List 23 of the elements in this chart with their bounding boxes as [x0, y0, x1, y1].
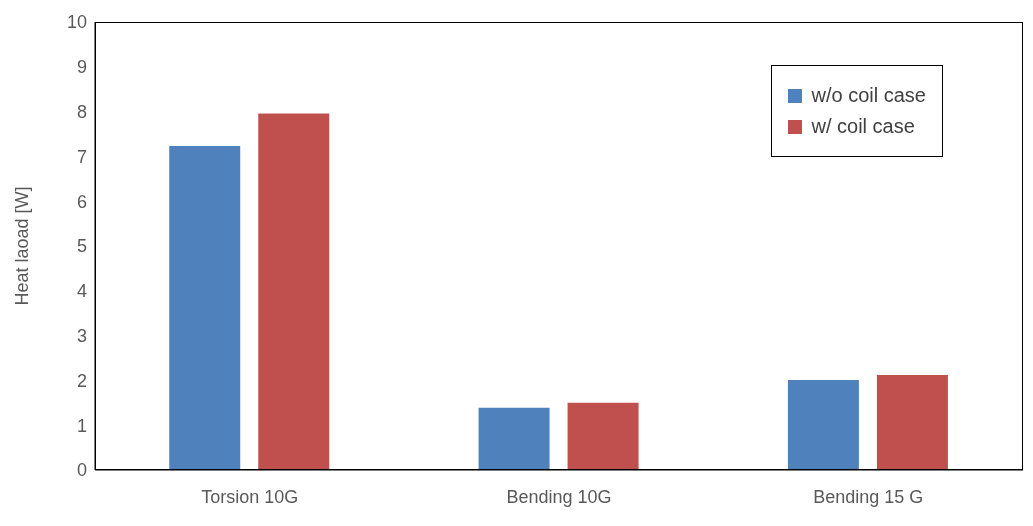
bar [258, 113, 330, 470]
bar [478, 407, 550, 470]
y-tick-label: 9 [76, 57, 87, 78]
y-axis-title: Heat laoad [W] [12, 186, 33, 306]
legend-label: w/o coil case [811, 84, 926, 107]
bar [876, 375, 948, 470]
y-tick-label: 4 [76, 281, 87, 302]
bar [169, 146, 241, 470]
legend-label: w/ coil case [811, 115, 915, 138]
y-tick-label: 10 [66, 12, 87, 33]
y-tick-label: 8 [76, 101, 87, 122]
y-tick-label: 5 [76, 236, 87, 257]
y-tick-label: 0 [76, 460, 87, 481]
y-tick-label: 7 [76, 146, 87, 167]
x-tick-label: Bending 10G [506, 486, 612, 507]
y-tick-label: 2 [76, 370, 87, 391]
y-tick-label: 6 [76, 191, 87, 212]
bar [567, 402, 639, 470]
x-tick-label: Bending 15 G [813, 486, 924, 507]
bar [787, 379, 859, 470]
y-tick-label: 3 [76, 325, 87, 346]
x-tick-label: Torsion 10G [201, 486, 299, 507]
y-tick-label: 1 [76, 415, 87, 436]
